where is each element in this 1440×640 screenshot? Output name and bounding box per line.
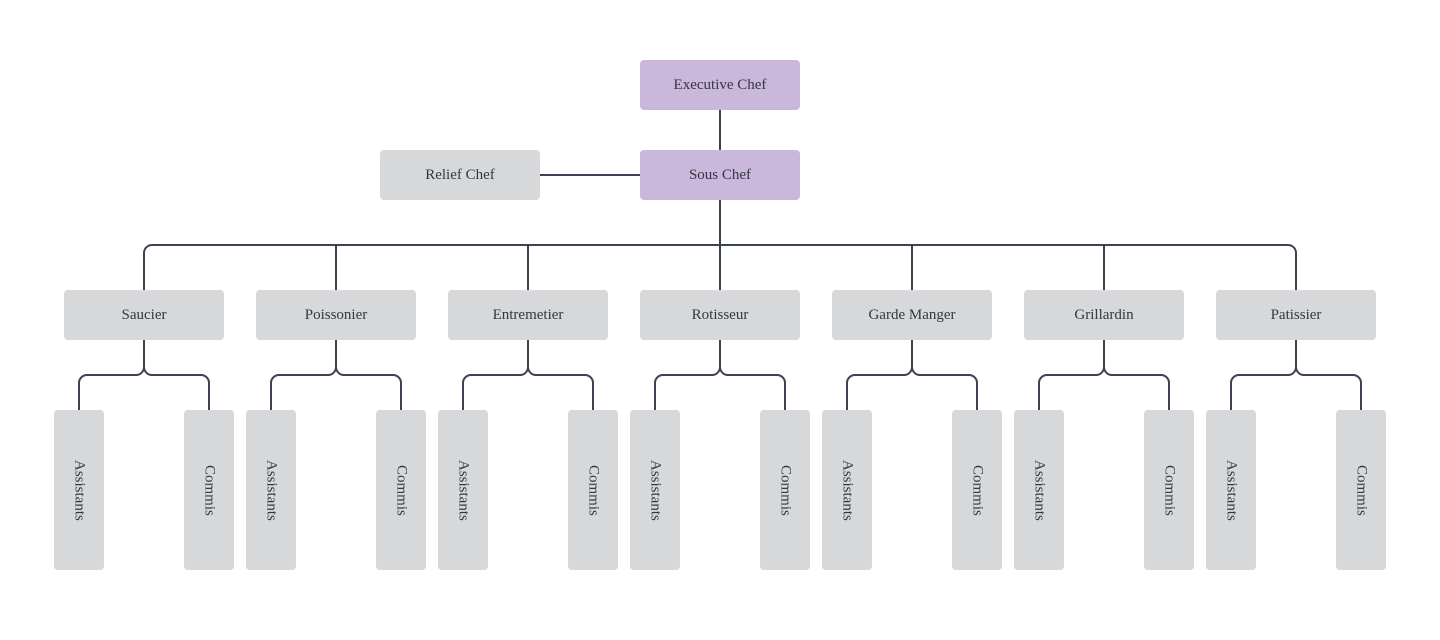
node-patissier: Patissier [1216, 290, 1376, 340]
node-poissonier-assistants: Assistants [246, 410, 296, 570]
node-poissonier-commis: Commis [376, 410, 426, 570]
node-sous-chef: Sous Chef [640, 150, 800, 200]
node-garde-manger: Garde Manger [832, 290, 992, 340]
node-rotisseur: Rotisseur [640, 290, 800, 340]
node-patissier-assistants: Assistants [1206, 410, 1256, 570]
node-garde-manger-assistants: Assistants [822, 410, 872, 570]
node-grillardin: Grillardin [1024, 290, 1184, 340]
node-poissonier: Poissonier [256, 290, 416, 340]
node-relief-chef: Relief Chef [380, 150, 540, 200]
node-entremetier-commis: Commis [568, 410, 618, 570]
node-entremetier: Entremetier [448, 290, 608, 340]
node-saucier-assistants: Assistants [54, 410, 104, 570]
node-grillardin-assistants: Assistants [1014, 410, 1064, 570]
node-garde-manger-commis: Commis [952, 410, 1002, 570]
node-saucier-commis: Commis [184, 410, 234, 570]
node-rotisseur-commis: Commis [760, 410, 810, 570]
node-grillardin-commis: Commis [1144, 410, 1194, 570]
node-patissier-commis: Commis [1336, 410, 1386, 570]
node-executive-chef: Executive Chef [640, 60, 800, 110]
node-entremetier-assistants: Assistants [438, 410, 488, 570]
node-saucier: Saucier [64, 290, 224, 340]
node-rotisseur-assistants: Assistants [630, 410, 680, 570]
